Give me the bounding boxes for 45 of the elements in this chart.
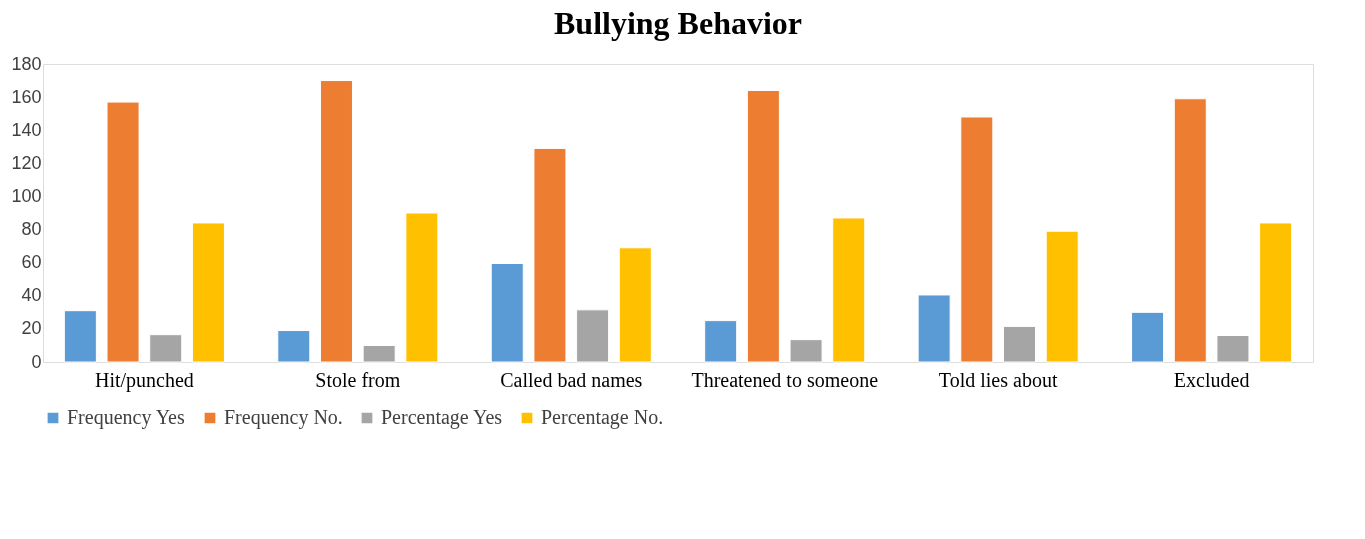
bar [960, 116, 994, 363]
y-tick-label: 60 [21, 252, 42, 273]
x-tick-label: Threatened to someone [691, 368, 879, 391]
y-tick-label: 0 [31, 351, 42, 372]
bar [576, 309, 610, 363]
x-tick-label: Hit/punched [94, 368, 194, 392]
bar [149, 334, 183, 363]
y-tick-label: 100 [11, 185, 42, 206]
chart-title: Bullying Behavior [553, 5, 803, 41]
legend-label: Percentage No. [541, 406, 664, 429]
y-tick-label: 180 [11, 53, 42, 74]
bar [704, 320, 738, 363]
y-tick-label: 80 [21, 219, 42, 240]
bar [362, 344, 396, 363]
bar [191, 222, 225, 363]
bar [533, 147, 567, 363]
bar [63, 310, 97, 363]
bar [106, 101, 140, 363]
x-tick-label: Excluded [1173, 368, 1250, 391]
y-tick-label: 140 [11, 119, 42, 140]
bar [746, 89, 780, 363]
bar [1216, 335, 1250, 363]
bar [405, 212, 439, 363]
bar [1045, 230, 1079, 363]
bar [490, 262, 524, 363]
x-tick-label: Called bad names [500, 368, 643, 391]
bar [1259, 222, 1293, 363]
bar [277, 330, 311, 363]
bar [1173, 98, 1207, 363]
x-tick-label: Stole from [315, 368, 401, 391]
y-tick-label: 40 [21, 285, 42, 306]
y-tick-label: 160 [11, 86, 42, 107]
y-tick-label: 120 [11, 152, 42, 173]
bar [789, 339, 823, 363]
legend-label: Frequency No. [224, 406, 343, 429]
bar [1003, 325, 1037, 363]
bar [618, 247, 652, 363]
legend-label: Frequency Yes [67, 406, 185, 429]
x-tick-label: Told lies about [938, 368, 1058, 391]
bar [319, 80, 353, 363]
bar [1131, 311, 1165, 363]
legend-label: Percentage Yes [381, 406, 503, 429]
bar [832, 217, 866, 363]
y-tick-label: 20 [21, 318, 42, 339]
bar [917, 294, 951, 363]
